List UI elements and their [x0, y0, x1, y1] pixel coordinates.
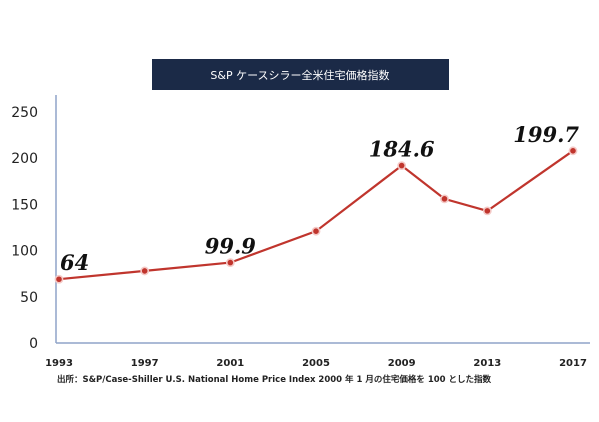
data-label: 199.7 [513, 122, 579, 147]
data-point [225, 258, 235, 268]
data-label: 184.6 [369, 137, 435, 162]
chart-title-background [152, 59, 449, 90]
x-tick-label: 1997 [131, 358, 159, 369]
x-tick-label: 2005 [302, 358, 330, 369]
y-tick-label: 50 [20, 290, 38, 306]
data-labels: 64 99.9 184.6 199.7 [60, 122, 579, 275]
series-line [58, 149, 574, 281]
x-tick-label: 1993 [45, 358, 73, 369]
data-point [568, 146, 578, 156]
x-tick-label: 2017 [559, 358, 587, 369]
chart-title: S&P ケースシラー全米住宅価格指数 [210, 68, 389, 82]
x-tick-label: 2009 [388, 358, 416, 369]
data-label: 99.9 [205, 234, 257, 259]
x-tick-label: 2001 [216, 358, 244, 369]
data-point [397, 161, 407, 170]
y-tick-label: 0 [29, 336, 38, 352]
data-label: 64 [60, 250, 89, 275]
y-tick-label: 250 [11, 105, 38, 121]
x-axis-ticks: 1993 1997 2001 2005 2009 2013 2017 [45, 358, 587, 369]
data-point [440, 194, 449, 204]
y-tick-label: 150 [11, 197, 38, 213]
source-note: 出所：S&P/Case-Shiller U.S. National Home P… [57, 374, 492, 385]
data-point [54, 274, 64, 284]
series-points [54, 146, 578, 284]
y-axis-ticks: 0 50 100 150 200 250 [11, 105, 38, 352]
y-tick-label: 100 [11, 244, 38, 260]
x-tick-label: 2013 [473, 358, 501, 369]
data-point [482, 206, 492, 216]
data-point [140, 266, 150, 276]
y-tick-label: 200 [11, 151, 38, 167]
data-point [311, 226, 321, 236]
